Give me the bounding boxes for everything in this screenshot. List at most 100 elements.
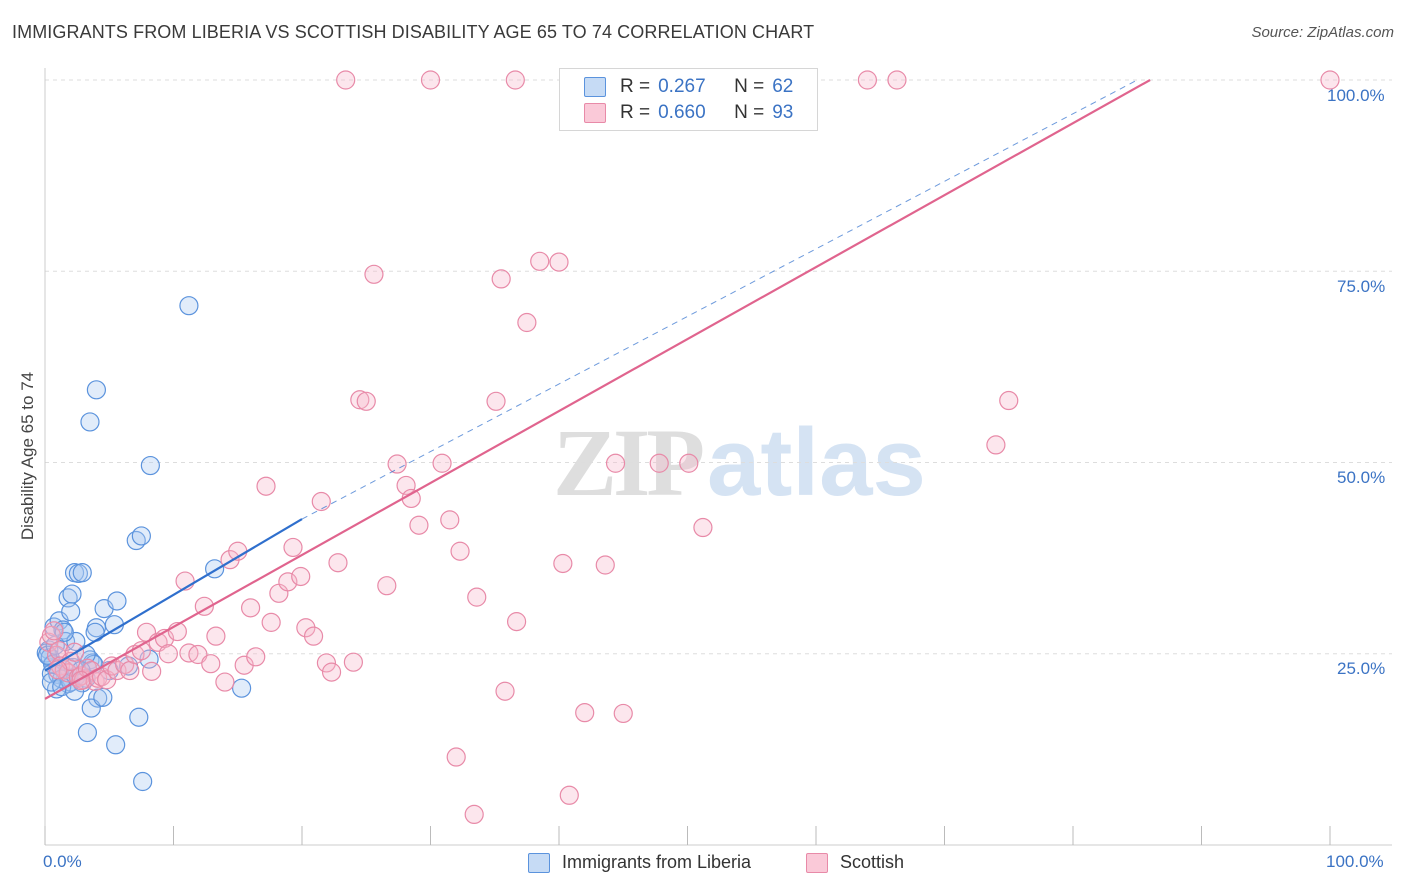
liberia-point <box>179 296 199 316</box>
scottish-point <box>356 391 376 411</box>
scottish-point <box>517 312 537 333</box>
scottish-point <box>387 454 407 474</box>
scottish-point <box>679 453 699 473</box>
legend-n-label: N = <box>734 102 765 123</box>
legend-swatch-scottish <box>584 103 606 123</box>
liberia-point <box>232 678 252 698</box>
scottish-point <box>693 517 713 538</box>
scottish-point <box>201 654 221 674</box>
liberia-point <box>93 687 113 707</box>
legend-n-value: 93 <box>772 102 794 123</box>
scottish-point <box>605 453 626 473</box>
legend-r-label: R = <box>620 102 651 123</box>
scottish-point <box>364 264 384 284</box>
scottish-point <box>495 681 515 701</box>
scottish-point <box>553 553 573 574</box>
scottish-point <box>303 626 324 646</box>
legend-item-liberia: Immigrants from Liberia <box>528 852 751 873</box>
scottish-point <box>291 566 311 587</box>
legend-n-value: 62 <box>772 76 794 97</box>
x-tick-label-min: 0.0% <box>43 852 82 871</box>
scottish-point <box>420 70 441 90</box>
y-tick-label-50: 50.0% <box>1337 468 1386 487</box>
scottish-point <box>377 576 397 596</box>
scottish-point <box>887 70 907 90</box>
scottish-point <box>1320 70 1340 90</box>
series-scottish-points <box>39 70 1340 825</box>
scottish-point <box>261 612 281 632</box>
liberia-point <box>107 591 127 611</box>
scottish-point <box>440 510 460 530</box>
scottish-point <box>142 661 162 681</box>
source-credit: Source: ZipAtlas.com <box>1251 24 1394 41</box>
scottish-point <box>506 612 527 632</box>
scottish-point <box>206 626 226 646</box>
scottish-point <box>409 515 429 535</box>
scottish-point <box>467 587 487 607</box>
scottish-point <box>278 572 298 592</box>
legend-label-liberia: Immigrants from Liberia <box>562 852 752 872</box>
y-tick-label-100: 100.0% <box>1327 86 1385 105</box>
scottish-point <box>343 652 363 672</box>
legend-row-liberia: R = 0.267 N = 62 <box>584 75 793 99</box>
axes <box>44 68 1392 846</box>
scottish-point <box>464 804 484 825</box>
liberia-point <box>129 707 149 727</box>
liberia-point <box>133 771 153 792</box>
scottish-point <box>311 491 331 512</box>
liberia-point <box>77 722 98 743</box>
scottish-point <box>450 541 470 561</box>
correlation-legend: R = 0.267 N = 62 R = 0.660 N = 93 <box>559 68 818 131</box>
y-tick-label-25: 25.0% <box>1337 659 1386 678</box>
legend-n-label: N = <box>734 76 765 97</box>
scottish-point <box>505 70 525 90</box>
trend-lines <box>44 79 1151 700</box>
scottish-point <box>530 251 550 271</box>
legend-r-value: 0.660 <box>658 102 706 123</box>
series-liberia-points <box>36 296 252 792</box>
scottish-point <box>559 785 579 805</box>
liberia-point <box>80 412 100 432</box>
liberia-point <box>104 615 124 635</box>
liberia-point <box>140 455 160 476</box>
scottish-trend-line <box>44 79 1151 700</box>
scottish-point <box>158 644 178 664</box>
chart-title: IMMIGRANTS FROM LIBERIA VS SCOTTISH DISA… <box>12 22 815 42</box>
liberia-point <box>131 526 151 546</box>
liberia-point <box>72 563 92 583</box>
scottish-point <box>350 390 370 410</box>
scottish-point <box>194 596 214 616</box>
scottish-point <box>44 621 64 641</box>
scottish-point <box>256 476 276 496</box>
scottish-point <box>491 269 511 289</box>
y-tick-label-75: 75.0% <box>1337 277 1386 296</box>
legend-label-scottish: Scottish <box>840 852 905 872</box>
legend-r-label: R = <box>620 76 651 97</box>
series-legend: Immigrants from Liberia Scottish <box>0 852 1406 878</box>
liberia-trend-extension <box>301 79 1138 520</box>
liberia-point <box>41 672 62 692</box>
scottish-point <box>595 555 615 575</box>
scottish-point <box>649 453 669 473</box>
scottish-point <box>336 70 356 90</box>
scottish-point <box>986 435 1006 455</box>
scottish-point <box>432 453 452 473</box>
scottish-point <box>613 703 633 724</box>
liberia-point <box>85 622 105 642</box>
liberia-point <box>106 735 126 755</box>
liberia-point <box>86 380 107 400</box>
scottish-point <box>857 70 878 90</box>
liberia-trend-line <box>44 518 303 672</box>
scottish-point <box>486 391 506 411</box>
liberia-point <box>88 688 108 708</box>
scottish-point <box>241 598 261 618</box>
scottish-point <box>215 672 235 692</box>
scottish-point <box>549 252 569 272</box>
scottish-point <box>575 703 595 723</box>
legend-swatch-liberia <box>528 852 550 873</box>
x-tick-label-max: 100.0% <box>1326 852 1384 871</box>
scottish-point <box>246 647 266 667</box>
liberia-point <box>62 584 82 604</box>
scottish-point <box>999 390 1019 411</box>
